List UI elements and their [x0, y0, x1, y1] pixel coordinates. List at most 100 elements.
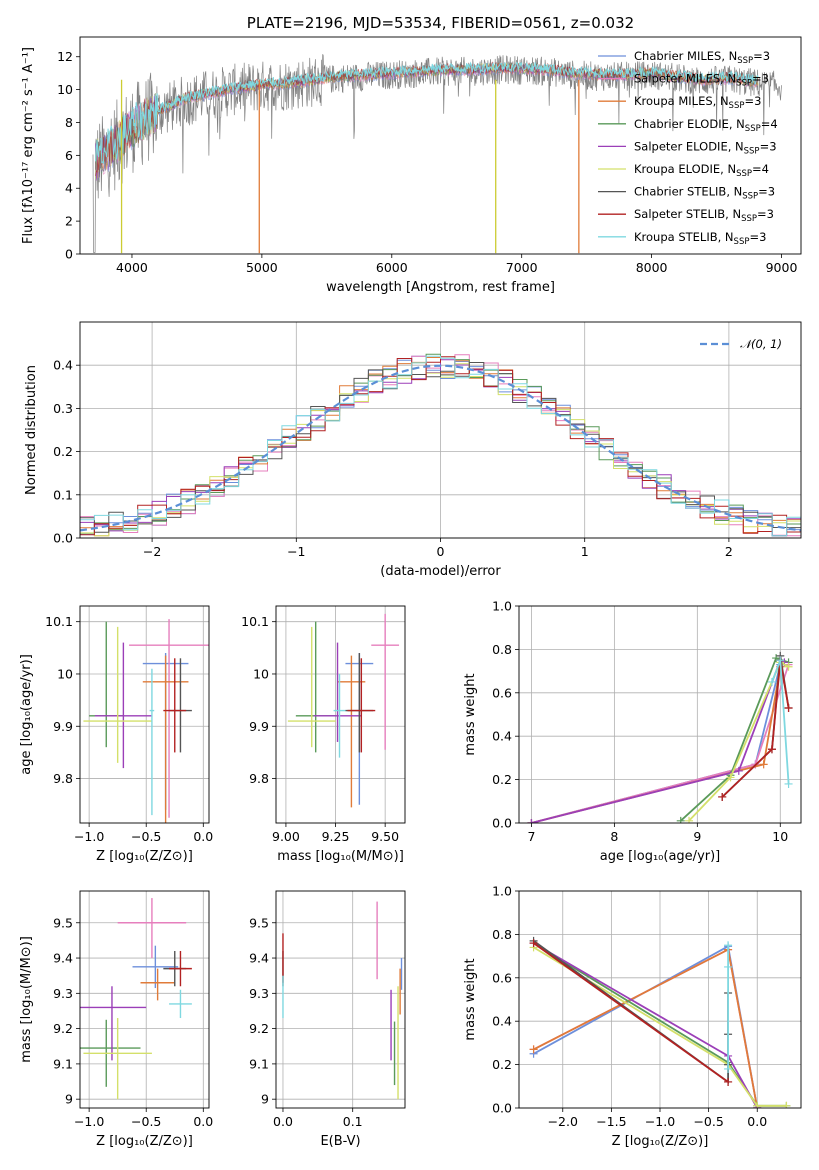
- y-tick-label: 0.8: [492, 927, 512, 942]
- mass-weight-marker: [767, 745, 776, 754]
- legend-entry: Salpeter ELODIE, NSSP=3: [634, 139, 777, 156]
- y-tick-label: 0.2: [492, 772, 512, 787]
- mass-weight-marker: [759, 760, 768, 769]
- y-tick-label: 10.1: [241, 614, 269, 629]
- mass-weight-marker: [772, 654, 781, 663]
- residual-histogram-step: [80, 362, 801, 537]
- x-axis-label: E(B-V): [320, 1134, 360, 1149]
- y-tick-label: 0.3: [53, 401, 73, 416]
- mass-weight-marker: [784, 779, 793, 788]
- plot-area: [83, 619, 209, 823]
- y-tick-label: 9.8: [249, 771, 269, 786]
- y-tick-label: 9.3: [249, 986, 269, 1001]
- y-tick-label: 9.3: [53, 986, 73, 1001]
- x-tick-label: 10: [772, 829, 788, 844]
- x-tick-label: 0.0: [273, 1114, 293, 1129]
- y-tick-label: 6: [65, 148, 73, 163]
- legend-entry: Salpeter MILES, NSSP=3: [634, 72, 769, 89]
- x-axis-label: mass [log₁₀(M/M⊙)]: [277, 849, 404, 864]
- x-tick-label: 0: [437, 544, 445, 559]
- y-tick-label: 2: [65, 214, 73, 229]
- model-spectrum-line: [95, 61, 759, 165]
- x-tick-label: 1: [581, 544, 589, 559]
- residual-histogram-step: [80, 355, 801, 537]
- y-tick-label: 9.5: [53, 915, 73, 930]
- x-tick-label: −2.0: [548, 1114, 578, 1129]
- axes-frame: [275, 890, 406, 1109]
- panel-age-vs-Z: −1.0 −0.5 0.0 9.8 9.9 10 10.1 Z [log₁₀(Z/Z⊙)] ag…: [19, 605, 213, 864]
- mass-weight-line: [533, 944, 759, 1108]
- mass-weight-line: [688, 661, 790, 822]
- legend-entry: Salpeter STELIB, NSSP=3: [634, 207, 774, 224]
- mass-weight-line: [531, 659, 785, 823]
- plot-area: [282, 901, 403, 1100]
- y-tick-label: 9.1: [53, 1056, 73, 1071]
- mass-weight-line: [531, 664, 790, 823]
- y-axis-label: Normed distribution: [24, 365, 39, 495]
- plot-area: [287, 613, 400, 808]
- panel-spectrum: 4000 5000 6000 7000 8000 9000 0 2 4 6 8 10 12 wavelen…: [21, 14, 802, 295]
- mass-weight-marker: [529, 939, 538, 948]
- mass-weight-marker: [724, 941, 733, 950]
- x-tick-label: −1.0: [74, 829, 104, 844]
- x-tick-label: 0.0: [193, 829, 213, 844]
- y-tick-label: 9: [65, 1092, 73, 1107]
- y-tick-label: 9.8: [53, 771, 73, 786]
- axes-frame: [79, 36, 802, 255]
- mass-weight-line: [533, 948, 759, 1108]
- legend-entry: 𝒩(0, 1): [740, 337, 782, 351]
- legend-entry: Chabrier MILES, NSSP=3: [634, 49, 770, 66]
- x-tick-label: 9.00: [272, 829, 300, 844]
- axes-frame: [518, 890, 802, 1109]
- plot-area: [527, 651, 793, 823]
- x-tick-label: 5000: [246, 260, 278, 275]
- x-axis-label: wavelength [Angstrom, rest frame]: [326, 280, 555, 295]
- mass-weight-marker: [726, 773, 735, 782]
- mass-weight-marker: [784, 662, 793, 671]
- legend-entry: Kroupa ELODIE, NSSP=4: [634, 162, 769, 179]
- legend-entry: Chabrier ELODIE, NSSP=4: [634, 117, 778, 134]
- y-tick-label: 9.4: [53, 951, 73, 966]
- x-tick-label: −1.0: [645, 1114, 675, 1129]
- y-tick-label: 0.0: [492, 816, 512, 831]
- mass-weight-marker: [734, 766, 743, 775]
- x-tick-label: −1.5: [596, 1114, 626, 1129]
- plot-area: [80, 898, 192, 1100]
- mass-weight-marker: [676, 816, 685, 823]
- x-axis-label: age [log₁₀(age/yr)]: [600, 849, 721, 864]
- y-tick-label: 9.4: [249, 951, 269, 966]
- y-tick-label: 0.4: [53, 358, 73, 373]
- x-tick-label: 4000: [116, 260, 148, 275]
- x-tick-label: −0.5: [131, 829, 161, 844]
- mass-weight-marker: [724, 1064, 733, 1073]
- panel-mass-vs-EBV: 0.0 0.1 9 9.1 9.2 9.3 9.4 9.5 E(B-V): [249, 890, 406, 1149]
- y-tick-label: 9.2: [53, 1021, 73, 1036]
- mass-weight-line: [533, 942, 729, 1083]
- y-axis-label: mass weight: [463, 673, 478, 755]
- mass-weight-marker: [718, 792, 727, 801]
- y-tick-label: 9.9: [249, 719, 269, 734]
- y-tick-label: 9.9: [53, 719, 73, 734]
- legend-entry: Chabrier STELIB, NSSP=3: [634, 185, 775, 202]
- y-axis-label: age [log₁₀(age/yr)]: [19, 654, 34, 775]
- x-tick-label: 7000: [506, 260, 538, 275]
- x-tick-label: 0.0: [193, 1114, 213, 1129]
- panel-mass-vs-Z: −1.0 −0.5 0.0 9 9.1 9.2 9.3 9.4 9.5 Z [log₁₀(Z/Z⊙…: [19, 890, 213, 1149]
- y-tick-label: 0.6: [492, 685, 512, 700]
- y-tick-label: 0.4: [492, 1014, 512, 1029]
- y-tick-label: 8: [65, 115, 73, 130]
- panel-age-vs-mass: 9.00 9.25 9.50 9.8 9.9 10 10.1 mass [log₁₀(M/M⊙…: [241, 605, 406, 864]
- x-tick-label: 9.50: [371, 829, 399, 844]
- y-tick-label: 1.0: [492, 599, 512, 614]
- y-tick-label: 9.1: [249, 1056, 269, 1071]
- y-tick-label: 0.2: [53, 444, 73, 459]
- y-axis-label: Flux [fλ10⁻¹⁷ erg cm⁻² s⁻¹ A⁻¹]: [21, 47, 36, 244]
- y-tick-label: 10: [253, 666, 269, 681]
- y-tick-label: 12: [57, 49, 73, 64]
- legend-entry: Kroupa MILES, NSSP=3: [634, 94, 761, 111]
- y-axis-label: mass [log₁₀(M/M⊙)]: [19, 936, 34, 1063]
- x-tick-label: 0.1: [343, 1114, 363, 1129]
- y-tick-label: 0.1: [53, 487, 73, 502]
- panel-residuals: −2 −1 0 1 2 0.0 0.1 0.2 0.3 0.4 (data-model)/error…: [24, 321, 802, 579]
